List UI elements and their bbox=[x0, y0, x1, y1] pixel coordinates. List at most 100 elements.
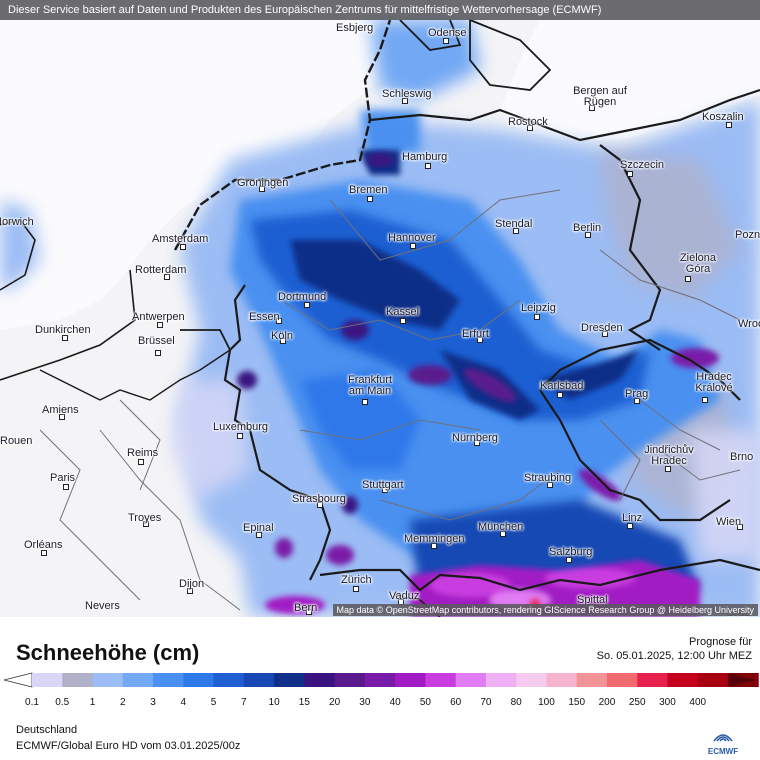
city-label: Dresden bbox=[581, 322, 623, 334]
scale-tick-label: 1 bbox=[89, 697, 96, 708]
city-label: Amiens bbox=[42, 404, 79, 416]
city-label: Szczecin bbox=[620, 159, 665, 171]
city-label: Erfurt bbox=[462, 328, 489, 340]
city-label: Dunkirchen bbox=[35, 324, 91, 336]
borders bbox=[0, 18, 760, 617]
scale-tick-label: 3 bbox=[150, 697, 156, 708]
snow-depth-field bbox=[0, 18, 760, 617]
scale-swatch bbox=[153, 673, 184, 687]
city-marker bbox=[187, 588, 193, 594]
city-marker bbox=[500, 531, 506, 537]
scale-tick-label: 4 bbox=[180, 697, 187, 708]
city-marker bbox=[685, 276, 691, 282]
scale-tick-label: 15 bbox=[298, 697, 310, 708]
city-marker bbox=[41, 550, 47, 556]
scale-max-arrow bbox=[728, 673, 756, 687]
city-label: Hannover bbox=[388, 232, 436, 244]
ecmwf-logo-text: ECMWF bbox=[708, 747, 738, 756]
city-label: Luxemburg bbox=[213, 421, 269, 433]
city-marker bbox=[304, 302, 310, 308]
scale-swatch bbox=[637, 673, 668, 687]
city-marker bbox=[62, 335, 68, 341]
city-marker bbox=[280, 338, 286, 344]
city-label: Brno bbox=[730, 451, 754, 463]
scale-tick-label: 7 bbox=[241, 697, 247, 708]
scale-tick-label: 40 bbox=[389, 697, 401, 708]
city-marker bbox=[425, 163, 431, 169]
city-label: Norwich bbox=[0, 216, 34, 228]
map-attribution[interactable]: Map data © OpenStreetMap contributors, r… bbox=[332, 604, 758, 616]
city-marker bbox=[59, 414, 65, 420]
city-label: Leipzig bbox=[521, 302, 556, 314]
city-label: Hamburg bbox=[402, 151, 448, 163]
scale-tick-label: 20 bbox=[329, 697, 341, 708]
scale-swatch bbox=[92, 673, 124, 687]
city-marker bbox=[557, 392, 563, 398]
ecmwf-disclaimer-banner: Dieser Service basiert auf Daten und Pro… bbox=[0, 0, 760, 20]
scale-swatch bbox=[516, 673, 547, 687]
city-marker bbox=[602, 331, 608, 337]
scale-swatch bbox=[274, 673, 305, 687]
city-marker bbox=[737, 524, 743, 530]
city-marker bbox=[400, 318, 406, 324]
city-marker bbox=[256, 532, 262, 538]
city-label: Bremen bbox=[349, 184, 388, 196]
scale-tick-label: 30 bbox=[359, 697, 371, 708]
city-label: Stendal bbox=[495, 218, 533, 230]
scale-tick-label: 80 bbox=[510, 697, 522, 708]
city-label: Köln bbox=[271, 330, 294, 342]
scale-swatch bbox=[395, 673, 426, 687]
city-marker bbox=[726, 122, 732, 128]
snow-depth-map[interactable]: Esbjerg Odense Schleswig Bergen auf Rügen Ko… bbox=[0, 0, 760, 617]
forecast-time: So. 05.01.2025, 12:00 Uhr MEZ bbox=[596, 650, 752, 662]
city-marker bbox=[627, 523, 633, 529]
city-label: München bbox=[478, 521, 524, 533]
city-label: Strasbourg bbox=[292, 493, 346, 505]
model-run-label: ECMWF/Global Euro HD vom 03.01.2025/00z bbox=[16, 740, 241, 752]
city-label: Odense bbox=[428, 27, 467, 39]
scale-min-arrow bbox=[3, 672, 33, 688]
scale-tick-label: 50 bbox=[419, 697, 431, 708]
city-marker bbox=[431, 543, 437, 549]
city-marker bbox=[566, 557, 572, 563]
scale-swatch bbox=[667, 673, 699, 687]
city-markers bbox=[41, 38, 743, 615]
city-label: Esbjerg bbox=[336, 22, 374, 34]
legend-title: Schneehöhe (cm) bbox=[16, 640, 200, 665]
city-label: Kassel bbox=[386, 306, 420, 318]
scale-tick-label: 0.1 bbox=[25, 697, 39, 708]
city-label: Wien bbox=[716, 516, 742, 528]
city-label: Prag bbox=[625, 388, 649, 400]
city-label: Vaduz bbox=[389, 590, 420, 602]
city-marker bbox=[634, 398, 640, 404]
scale-swatch bbox=[697, 673, 729, 687]
city-marker bbox=[353, 586, 359, 592]
city-label: Orléans bbox=[24, 539, 63, 551]
city-marker bbox=[180, 244, 186, 250]
city-label: Spittal bbox=[577, 594, 608, 606]
city-label: Zielona Góra bbox=[679, 252, 717, 275]
city-label: Antwerpen bbox=[132, 311, 185, 323]
color-scale-bar bbox=[3, 672, 759, 688]
city-label: Linz bbox=[622, 512, 643, 524]
city-label: Nürnberg bbox=[452, 432, 498, 444]
city-marker bbox=[589, 105, 595, 111]
scale-swatch bbox=[304, 673, 336, 687]
city-label: Frankfurt am Main bbox=[347, 374, 392, 397]
city-label: Karlsbad bbox=[540, 380, 584, 392]
regional-borders bbox=[39, 189, 741, 611]
scale-swatch bbox=[425, 673, 457, 687]
city-marker bbox=[63, 484, 69, 490]
scale-tick-label: 200 bbox=[598, 697, 616, 708]
city-label: Straubing bbox=[524, 472, 572, 484]
city-marker bbox=[585, 232, 591, 238]
city-marker bbox=[547, 482, 553, 488]
city-marker bbox=[155, 350, 161, 356]
city-marker bbox=[362, 399, 368, 405]
city-label: Berlin bbox=[573, 222, 602, 234]
city-label: Bergen auf Rügen bbox=[573, 85, 627, 108]
city-label: Dijon bbox=[179, 578, 205, 590]
scale-swatch bbox=[334, 673, 366, 687]
city-label: Stuttgart bbox=[362, 479, 404, 491]
city-label: Reims bbox=[127, 447, 159, 459]
